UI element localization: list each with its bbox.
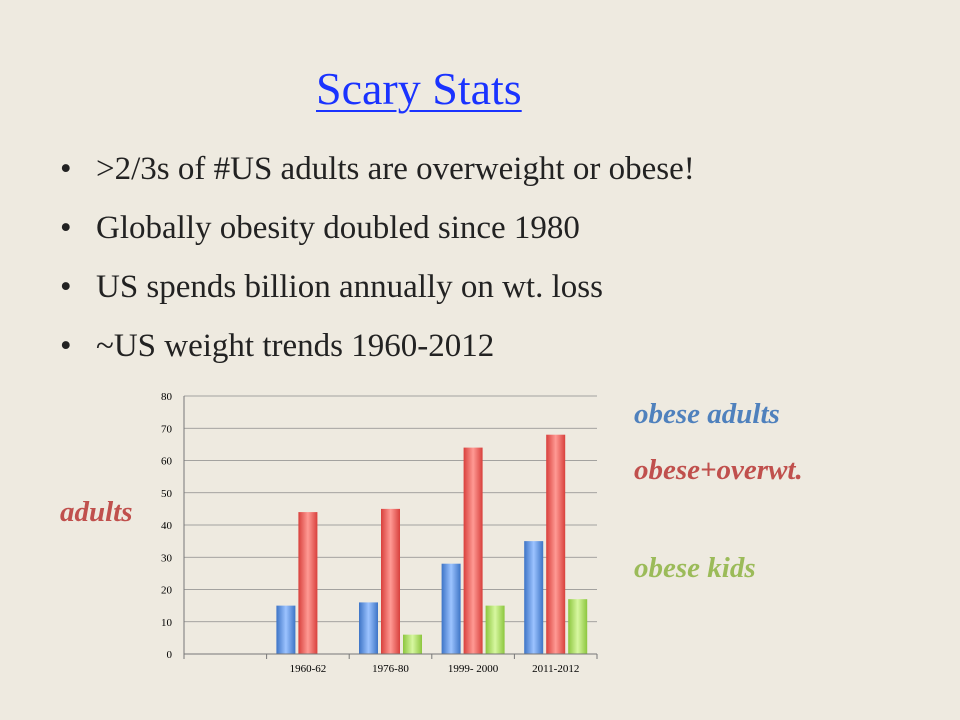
bar-series0-cat3 [441, 563, 461, 654]
bar-series2-cat3 [485, 605, 505, 654]
y-tick-label: 70 [161, 423, 173, 435]
x-tick-label: 1999- 2000 [448, 663, 499, 675]
bar-series0-cat2 [359, 602, 378, 654]
bar-series1-cat4 [546, 434, 566, 654]
bullet-item: • Globally obesity doubled since 1980 [60, 199, 695, 258]
bar-series1-cat1 [298, 512, 318, 654]
bar-series1-cat3 [463, 447, 483, 654]
y-tick-label: 0 [167, 649, 173, 661]
bullet-item: • US spends billion annually on wt. loss [60, 258, 695, 317]
chart-axes [183, 396, 598, 659]
bullet-text: >2/3s of #US adults are overweight or ob… [96, 151, 695, 187]
obese-kids-label: obese kids [634, 552, 756, 584]
y-tick-label: 60 [161, 456, 173, 468]
weight-trends-chart: 0 10 20 30 40 50 60 70 80 1960-62 1976-80 1999- 20… [161, 391, 598, 675]
y-tick-label: 50 [161, 488, 173, 500]
bullet-list: • >2/3s of #US adults are overweight or o… [60, 140, 695, 376]
bullet-item: • >2/3s of #US adults are overweight or o… [60, 140, 695, 199]
obese-adults-label: obese adults [634, 398, 780, 430]
bar-series1-cat2 [381, 508, 400, 654]
adults-label: adults [60, 496, 133, 528]
y-tick-label: 20 [161, 585, 173, 597]
x-tick-label: 2011-2012 [532, 663, 579, 675]
bar-series2-cat2 [403, 634, 422, 654]
bullet-text: US spends billion annually on wt. loss [96, 269, 603, 305]
bar-series0-cat4 [524, 541, 544, 654]
bar-series0-cat1 [276, 605, 296, 654]
x-tick-label: 1976-80 [372, 663, 409, 675]
bullet-text: ~US weight trends 1960-2012 [96, 328, 495, 364]
obese-overwt-label: obese+overwt. [634, 454, 803, 486]
bullet-dot: • [60, 210, 72, 246]
slide-title[interactable]: Scary Stats [316, 63, 522, 114]
chart-bars [276, 434, 588, 654]
bullet-dot: • [60, 269, 72, 305]
bullet-dot: • [60, 151, 72, 187]
y-tick-label: 10 [161, 617, 173, 629]
bar-series2-cat4 [568, 599, 588, 654]
x-tick-labels: 1960-62 1976-80 1999- 2000 2011-2012 [290, 663, 580, 675]
y-tick-label: 80 [161, 391, 173, 403]
y-tick-labels: 0 10 20 30 40 50 60 70 80 [161, 391, 173, 661]
x-tick-label: 1960-62 [290, 663, 327, 675]
bullet-dot: • [60, 328, 72, 364]
bullet-text: Globally obesity doubled since 1980 [96, 210, 580, 246]
y-tick-label: 40 [161, 520, 173, 532]
bullet-item: • ~US weight trends 1960-2012 [60, 317, 695, 376]
y-tick-label: 30 [161, 552, 173, 564]
